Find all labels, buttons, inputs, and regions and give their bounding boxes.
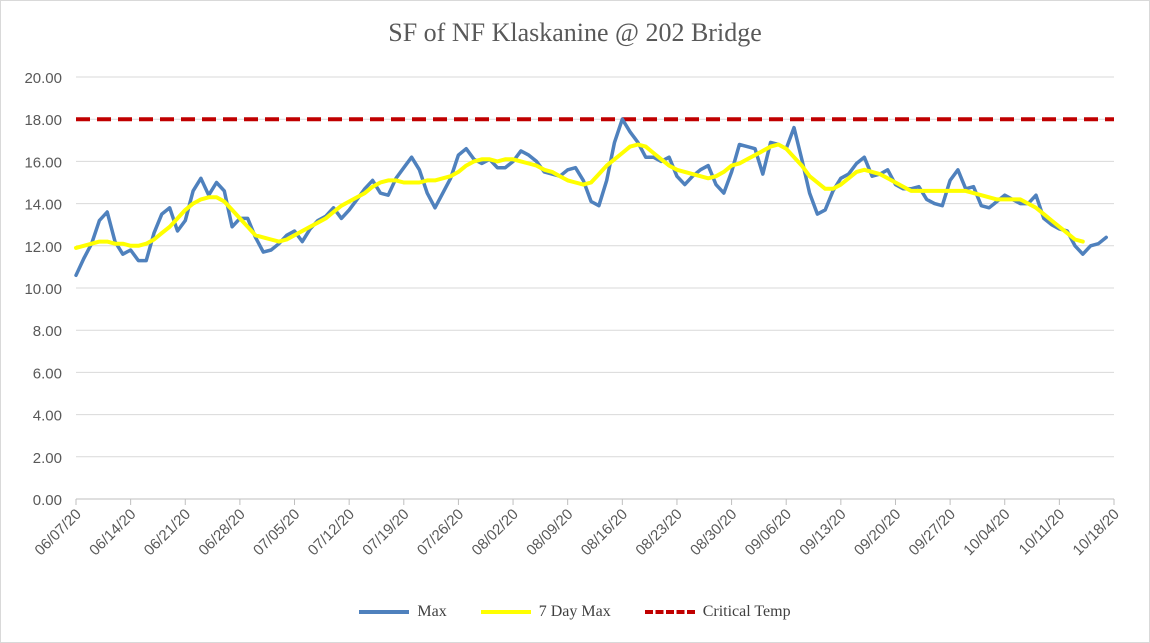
y-tick-label: 14.00	[24, 197, 62, 214]
y-tick-label: 10.00	[24, 281, 62, 298]
x-tick-label: 09/20/20	[851, 506, 904, 559]
legend-swatch-max	[359, 610, 410, 614]
y-tick-label: 12.00	[24, 239, 62, 256]
y-tick-label: 16.00	[24, 154, 62, 171]
legend-label-7-day-max: 7 Day Max	[538, 603, 611, 620]
x-tick-label: 09/06/20	[742, 506, 795, 559]
x-tick-label: 06/14/20	[86, 506, 139, 559]
series-line-7-day-max	[74, 142, 1085, 250]
y-tick-label: 20.00	[24, 70, 62, 87]
x-tick-label: 08/09/20	[523, 506, 576, 559]
y-tick-label: 8.00	[33, 323, 62, 340]
legend-label-max: Max	[417, 603, 447, 620]
series-line-max	[74, 117, 1108, 278]
x-tick-label: 06/21/20	[141, 506, 194, 559]
x-tick-label: 09/27/20	[906, 506, 959, 559]
y-tick-label: 4.00	[33, 408, 62, 425]
chart-title: SF of NF Klaskanine @ 202 Bridge	[388, 18, 762, 47]
legend-item-max: Max	[359, 603, 447, 621]
x-tick-label: 06/28/20	[195, 506, 248, 559]
x-tick-label: 07/12/20	[305, 506, 358, 559]
legend: Max 7 Day Max Critical Temp	[0, 603, 1150, 621]
legend-item-critical-temp: Critical Temp	[644, 603, 791, 621]
x-tick-label: 10/04/20	[960, 506, 1013, 559]
x-tick-label: 08/30/20	[687, 506, 740, 559]
x-tick-label: 08/16/20	[578, 506, 631, 559]
x-tick-label: 08/23/20	[632, 506, 685, 559]
legend-item-7-day-max: 7 Day Max	[480, 603, 611, 621]
x-tick-label: 09/13/20	[796, 506, 849, 559]
x-tick-label: 10/11/20	[1016, 506, 1069, 559]
x-tick-label: 06/07/20	[32, 506, 85, 559]
legend-label-critical-temp: Critical Temp	[702, 603, 791, 620]
legend-swatch-critical-temp	[644, 610, 695, 614]
x-tick-label: 07/05/20	[250, 506, 303, 559]
x-tick-label: 10/18/20	[1070, 506, 1123, 559]
x-tick-label: 07/19/20	[359, 506, 412, 559]
x-tick-label: 08/02/20	[469, 506, 522, 559]
y-tick-label: 0.00	[33, 492, 62, 509]
y-tick-label: 2.00	[33, 450, 62, 467]
y-tick-label: 6.00	[33, 365, 62, 382]
y-tick-label: 18.00	[24, 112, 62, 129]
x-tick-label: 07/26/20	[414, 506, 467, 559]
legend-swatch-7-day-max	[480, 610, 531, 614]
